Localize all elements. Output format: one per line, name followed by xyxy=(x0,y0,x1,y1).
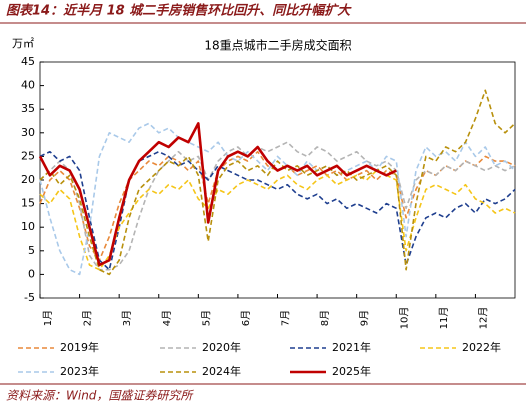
y-tick-label: 10 xyxy=(21,220,35,233)
series-line xyxy=(38,122,397,267)
y-tick-label: 25 xyxy=(21,149,35,162)
x-tick-label: 2月 xyxy=(82,310,94,326)
x-tick-label: 10月 xyxy=(398,307,410,330)
plot-frame xyxy=(39,61,516,299)
x-tick-label: 6月 xyxy=(240,310,252,326)
legend-label: 2025年 xyxy=(332,364,371,378)
y-tick-label: 35 xyxy=(21,102,35,115)
series-line xyxy=(39,169,516,271)
y-tick-label: 45 xyxy=(21,55,35,68)
x-tick-label: 7月 xyxy=(280,310,292,326)
source: 资料来源：Wind，国盛证券研究所 xyxy=(6,389,194,403)
series-line xyxy=(39,141,516,271)
x-tick-label: 5月 xyxy=(200,310,212,326)
legend-label: 2020年 xyxy=(202,340,241,354)
series-line xyxy=(39,89,516,276)
series-line xyxy=(39,122,516,276)
legend-label: 2023年 xyxy=(60,364,99,378)
legend-label: 2019年 xyxy=(60,340,99,354)
legend-label: 2021年 xyxy=(332,340,371,354)
chart-title: 18重点城市二手房成交面积 xyxy=(204,38,351,53)
y-tick-label: 20 xyxy=(21,173,35,186)
x-tick-label: 1月 xyxy=(42,310,54,326)
y-tick-label: 0 xyxy=(28,267,35,280)
x-tick-label: 12月 xyxy=(477,307,489,330)
x-tick-label: 9月 xyxy=(359,310,371,326)
header: 图表14：近半月 18 城二手房销售环比回升、同比升幅扩大 xyxy=(6,3,352,19)
y-tick-label: -5 xyxy=(24,291,35,304)
x-tick-label: 4月 xyxy=(161,310,173,326)
y-axis-label: 万㎡ xyxy=(12,37,34,50)
y-tick-label: 40 xyxy=(21,79,35,92)
y-tick-label: 30 xyxy=(21,126,35,139)
legend-label: 2022年 xyxy=(462,340,501,354)
y-tick-label: 5 xyxy=(28,244,35,257)
y-tick-label: 15 xyxy=(21,197,35,210)
x-tick-label: 8月 xyxy=(319,310,331,326)
x-tick-label: 11月 xyxy=(438,307,450,330)
legend-label: 2024年 xyxy=(202,364,241,378)
x-tick-label: 3月 xyxy=(121,310,133,326)
